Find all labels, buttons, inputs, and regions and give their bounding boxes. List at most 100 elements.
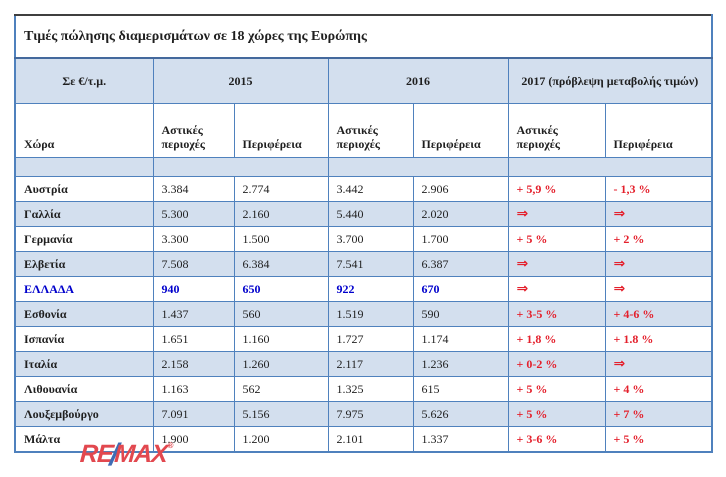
table-title-row: Τιμές πώλησης διαμερισμάτων σε 18 χώρες … [14, 14, 713, 59]
price-cell: 2.158 [152, 351, 235, 377]
price-cell: 3.700 [327, 226, 414, 252]
table-row: Ιταλία 2.158 1.260 2.117 1.236 + 0-2 % ⇒ [14, 351, 713, 377]
table-row: Γαλλία 5.300 2.160 5.440 2.020 ⇒ ⇒ [14, 201, 713, 227]
price-cell: 2.020 [412, 201, 509, 227]
price-cell: 670 [412, 276, 509, 302]
year-2015-header: 2015 [152, 57, 329, 104]
price-cell: 2.774 [233, 176, 329, 202]
country-cell: Γαλλία [14, 201, 154, 227]
country-cell: Μάλτα [14, 426, 154, 453]
country-cell: Αυστρία [14, 176, 154, 202]
forecast-arrow-icon: ⇒ [507, 251, 606, 277]
region-header-2015: Περιφέρεια [233, 103, 329, 158]
forecast-cell: + 2 % [604, 226, 713, 252]
price-cell: 1.160 [233, 326, 329, 352]
country-cell: Ελβετία [14, 251, 154, 277]
price-cell: 2.101 [327, 426, 414, 453]
price-cell: 3.384 [152, 176, 235, 202]
price-cell: 1.174 [412, 326, 509, 352]
forecast-arrow-icon: ⇒ [507, 276, 606, 302]
forecast-cell: + 1.8 % [604, 326, 713, 352]
urban-header-2016: Αστικές περιοχές [327, 103, 414, 158]
forecast-cell: + 5 % [507, 226, 606, 252]
forecast-cell: + 5,9 % [507, 176, 606, 202]
data-rows: Αυστρία 3.384 2.774 3.442 2.906 + 5,9 % - 1,3 … [14, 176, 713, 453]
registered-mark-icon: ® [167, 441, 174, 450]
table-row: Λιθουανία 1.163 562 1.325 615 + 5 % + 4 % [14, 376, 713, 402]
price-cell: 1.727 [327, 326, 414, 352]
forecast-cell: + 3-6 % [507, 426, 606, 453]
remax-logo: RE/MAX® [79, 437, 174, 473]
country-cell: ΕΛΛΑΔΑ [14, 276, 154, 302]
price-cell: 1.519 [327, 301, 414, 327]
country-col-header: Χώρα [14, 103, 154, 158]
price-cell: 2.160 [233, 201, 329, 227]
price-cell: 5.626 [412, 401, 509, 427]
price-cell: 1.651 [152, 326, 235, 352]
forecast-cell: + 7 % [604, 401, 713, 427]
table-row: Μάλτα 1.900 1.200 2.101 1.337 + 3-6 % + 5 % [14, 426, 713, 453]
price-cell: 7.975 [327, 401, 414, 427]
logo-max-text: MAX [113, 440, 168, 468]
country-cell: Ιταλία [14, 351, 154, 377]
price-cell: 922 [327, 276, 414, 302]
forecast-cell: + 4 % [604, 376, 713, 402]
sub-header-row: Χώρα Αστικές περιοχές Περιφέρεια Αστικές… [14, 103, 713, 158]
price-cell: 6.387 [412, 251, 509, 277]
year-2017-header: 2017 (πρόβλεψη μεταβολής τιμών) [507, 57, 713, 104]
price-cell: 6.384 [233, 251, 329, 277]
region-header-2017: Περιφέρεια [604, 103, 713, 158]
country-cell: Εσθονία [14, 301, 154, 327]
price-cell: 562 [233, 376, 329, 402]
table-title: Τιμές πώλησης διαμερισμάτων σε 18 χώρες … [14, 14, 713, 59]
price-table: Τιμές πώλησης διαμερισμάτων σε 18 χώρες … [14, 14, 714, 453]
price-cell: 1.437 [152, 301, 235, 327]
forecast-arrow-icon: ⇒ [604, 351, 713, 377]
spacer-cell [152, 157, 329, 177]
forecast-cell: + 5 % [604, 426, 713, 453]
region-header-2016: Περιφέρεια [412, 103, 509, 158]
table-row: Γερμανία 3.300 1.500 3.700 1.700 + 5 % + 2 % [14, 226, 713, 252]
forecast-cell: - 1,3 % [604, 176, 713, 202]
spacer-cell [14, 157, 154, 177]
price-cell: 2.906 [412, 176, 509, 202]
forecast-arrow-icon: ⇒ [604, 276, 713, 302]
forecast-cell: + 1,8 % [507, 326, 606, 352]
table-row: Αυστρία 3.384 2.774 3.442 2.906 + 5,9 % - 1,3 … [14, 176, 713, 202]
price-cell: 5.156 [233, 401, 329, 427]
forecast-cell: + 5 % [507, 401, 606, 427]
country-cell: Λουξεμβούργο [14, 401, 154, 427]
country-cell: Λιθουανία [14, 376, 154, 402]
forecast-arrow-icon: ⇒ [604, 201, 713, 227]
price-cell: 1.260 [233, 351, 329, 377]
table-row: ΕΛΛΑΔΑ 940 650 922 670 ⇒ ⇒ [14, 276, 713, 302]
forecast-cell: + 4-6 % [604, 301, 713, 327]
spacer-row [14, 157, 713, 177]
price-cell: 590 [412, 301, 509, 327]
spacer-cell [327, 157, 509, 177]
price-cell: 1.500 [233, 226, 329, 252]
country-cell: Γερμανία [14, 226, 154, 252]
year-2016-header: 2016 [327, 57, 509, 104]
spacer-cell [507, 157, 713, 177]
price-cell: 1.700 [412, 226, 509, 252]
forecast-arrow-icon: ⇒ [507, 201, 606, 227]
price-cell: 1.163 [152, 376, 235, 402]
price-cell: 7.541 [327, 251, 414, 277]
price-cell: 560 [233, 301, 329, 327]
price-cell: 940 [152, 276, 235, 302]
price-cell: 1.325 [327, 376, 414, 402]
country-cell: Ισπανία [14, 326, 154, 352]
unit-header-cell: Σε €/τ.μ. [14, 57, 154, 104]
price-cell: 5.440 [327, 201, 414, 227]
price-cell: 615 [412, 376, 509, 402]
table-row: Ισπανία 1.651 1.160 1.727 1.174 + 1,8 % + 1.8 … [14, 326, 713, 352]
price-cell: 650 [233, 276, 329, 302]
forecast-cell: + 3-5 % [507, 301, 606, 327]
price-cell: 1.337 [412, 426, 509, 453]
table-row: Εσθονία 1.437 560 1.519 590 + 3-5 % + 4-6 % [14, 301, 713, 327]
urban-header-2015: Αστικές περιοχές [152, 103, 235, 158]
year-header-row: Σε €/τ.μ. 2015 2016 2017 (πρόβλεψη μεταβ… [14, 57, 713, 104]
forecast-cell: + 0-2 % [507, 351, 606, 377]
